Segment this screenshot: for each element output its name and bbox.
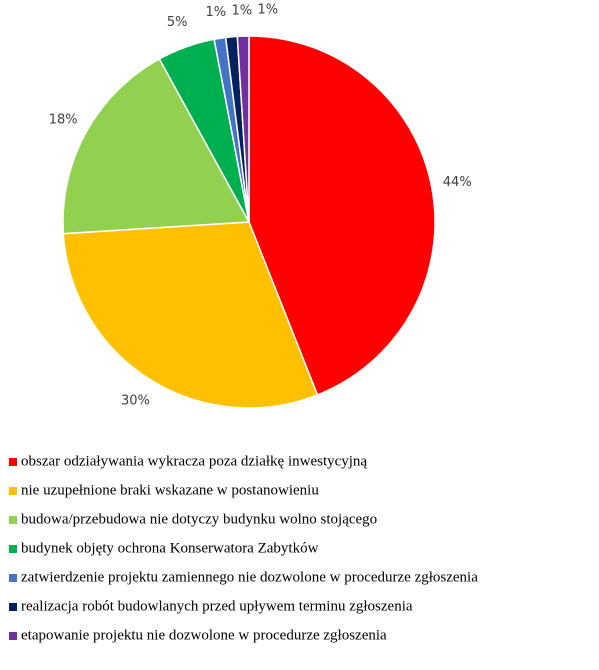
legend-label: nie uzupełnione braki wskazane w postano… xyxy=(21,482,319,498)
legend-label: zatwierdzenie projektu zamiennego nie do… xyxy=(21,569,478,585)
pie-slice xyxy=(62,57,251,235)
data-label: 18% xyxy=(49,112,78,127)
data-label: 1% xyxy=(232,3,253,18)
data-label: 30% xyxy=(121,393,150,408)
legend-swatch xyxy=(9,545,17,553)
data-label: 1% xyxy=(206,5,227,20)
data-label: 1% xyxy=(258,3,279,18)
pie-slice xyxy=(62,221,319,409)
legend-swatch xyxy=(9,574,17,582)
legend-swatch xyxy=(9,632,17,640)
legend-swatch xyxy=(9,487,17,495)
legend-label: etapowanie projektu nie dozwolone w proc… xyxy=(21,627,387,643)
legend-label: budowa/przebudowa nie dotyczy budynku wo… xyxy=(21,511,377,527)
data-label: 44% xyxy=(443,175,472,190)
legend-label: realizacja robót budowlanych przed upływ… xyxy=(21,598,413,614)
legend-swatch xyxy=(9,458,17,466)
pie-slice xyxy=(248,35,436,396)
data-label: 5% xyxy=(167,15,188,30)
legend-label: obszar odziaływania wykracza poza działk… xyxy=(21,453,367,469)
legend-swatch xyxy=(9,516,17,524)
legend-swatch xyxy=(9,603,17,611)
legend-label: budynek objęty ochrona Konserwatora Zaby… xyxy=(21,540,319,556)
pie-slice xyxy=(236,35,250,223)
